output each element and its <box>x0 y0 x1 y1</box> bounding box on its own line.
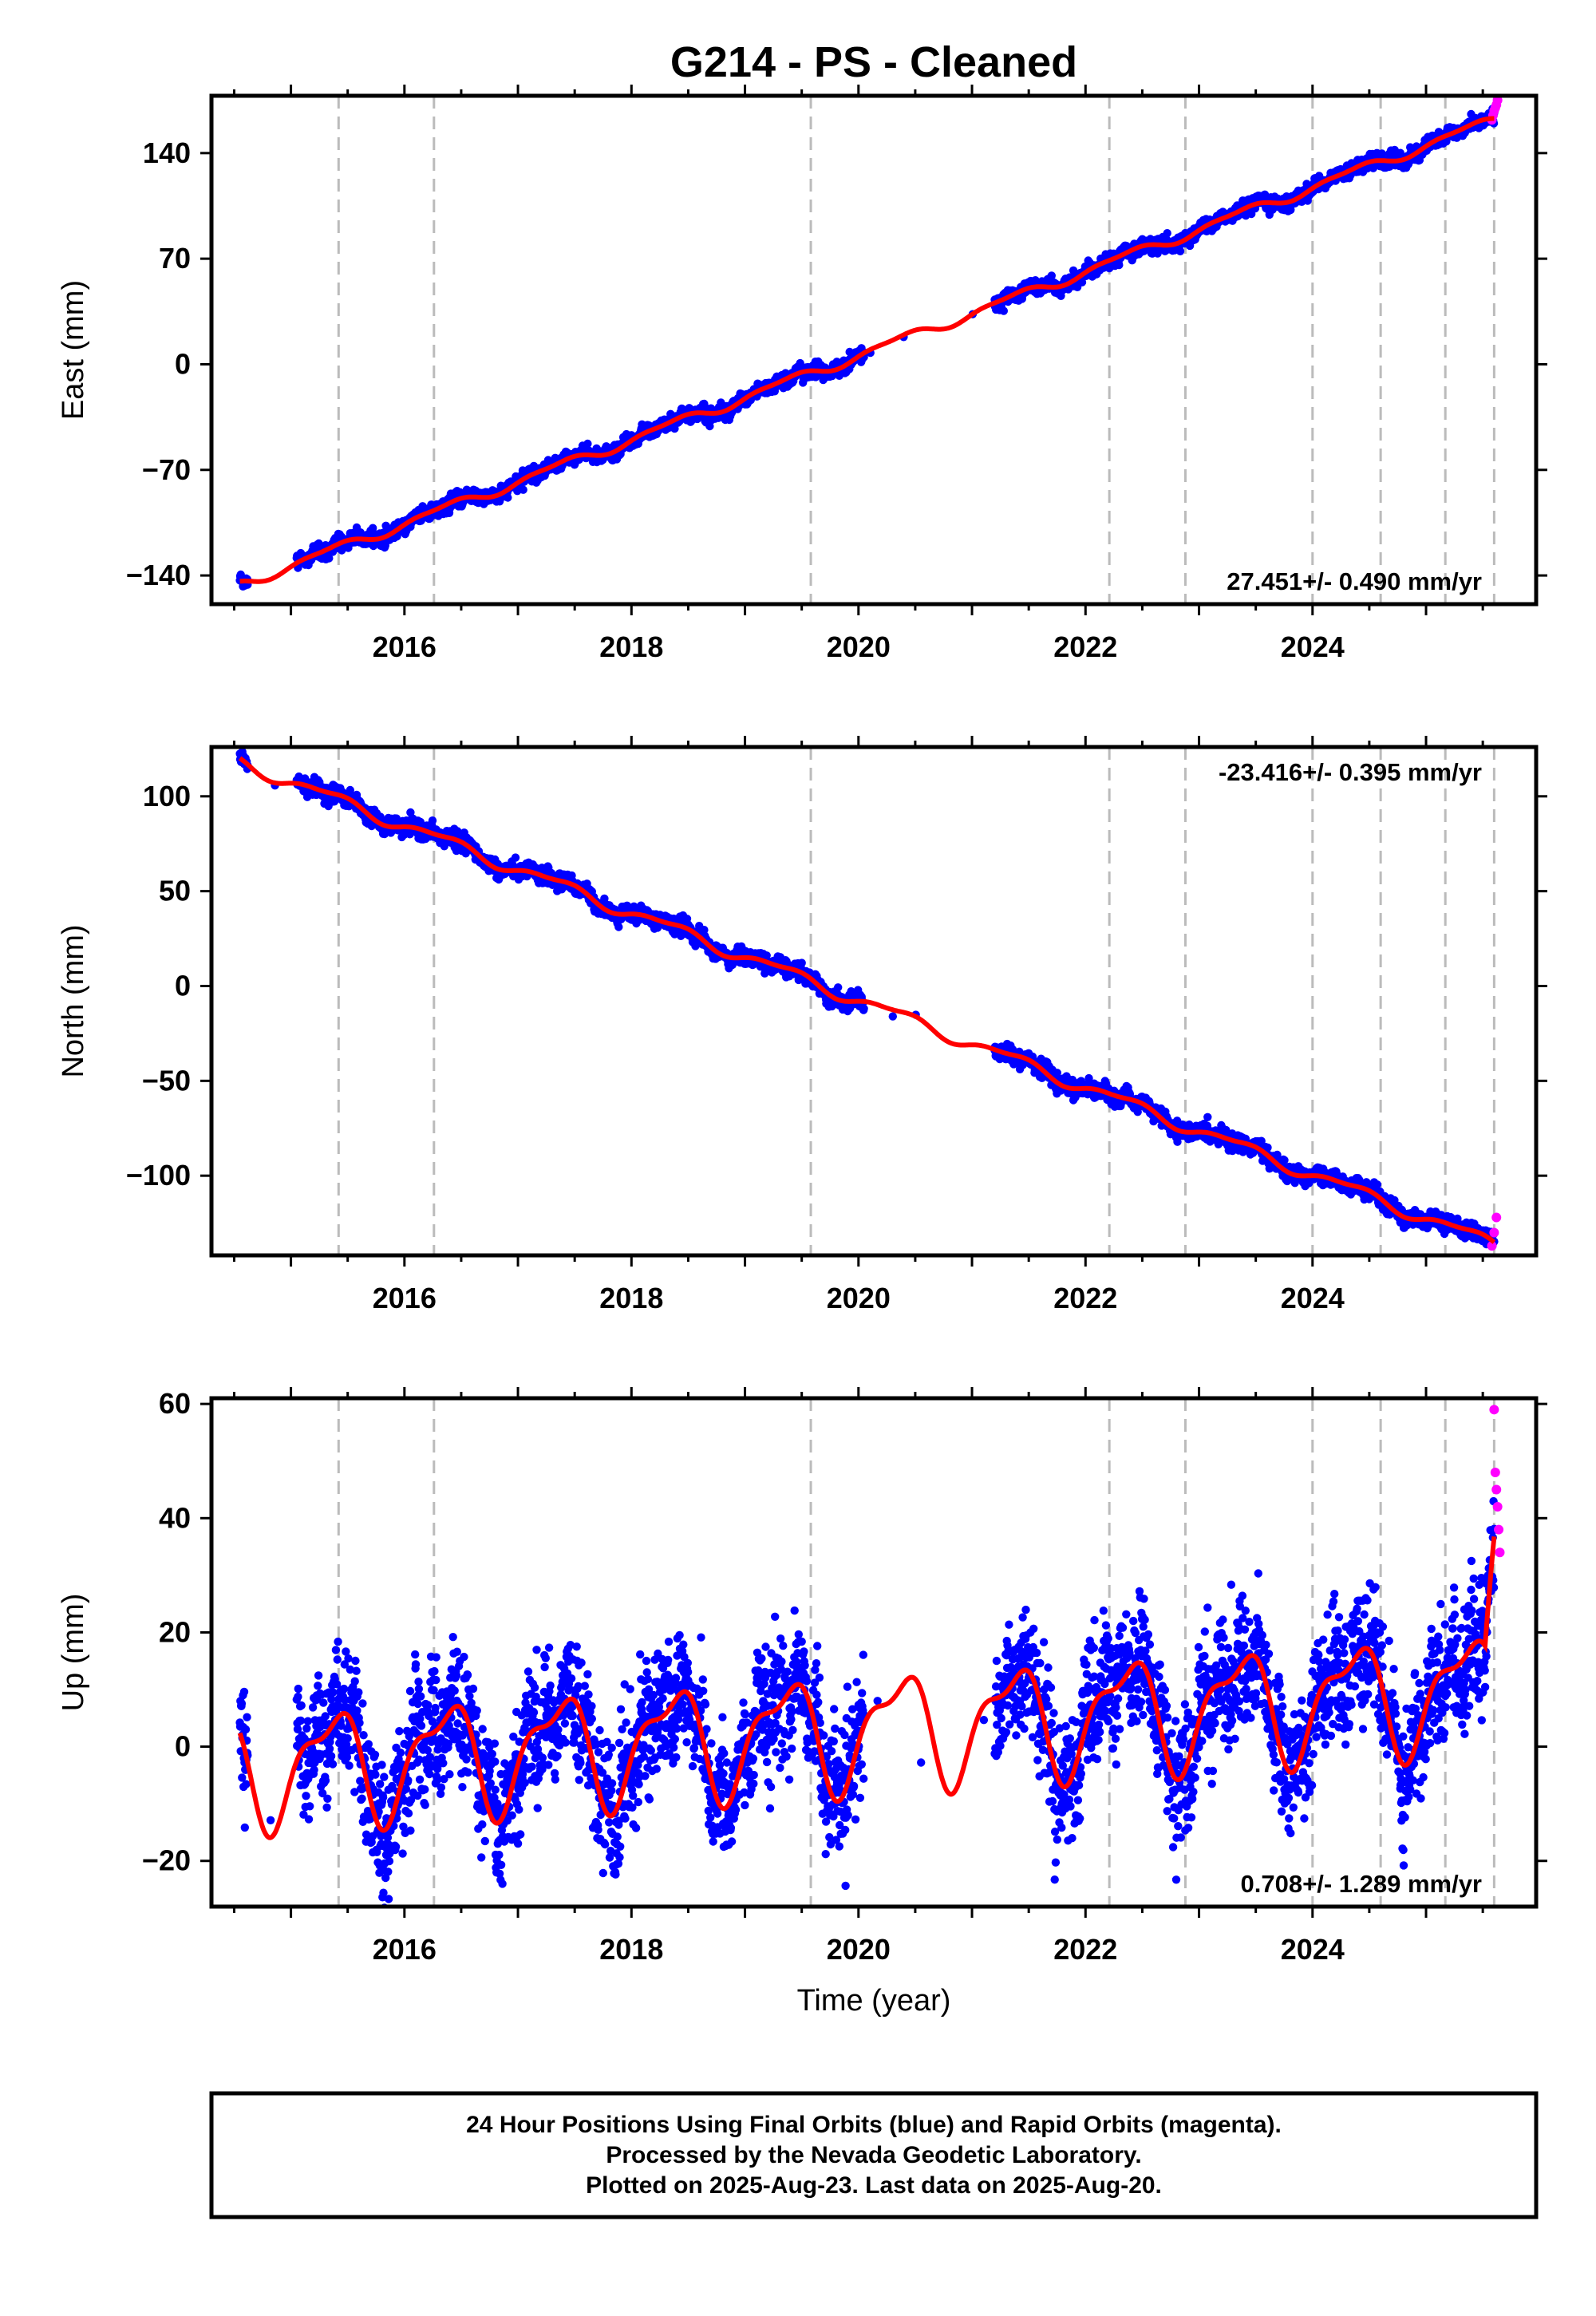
data-point <box>1175 247 1185 255</box>
rapid-point <box>1492 95 1503 105</box>
data-point <box>453 827 462 836</box>
data-point <box>504 493 512 502</box>
chart-title: G214 - PS - Cleaned <box>670 38 1077 86</box>
x-tick-label: 2024 <box>1281 630 1345 663</box>
x-tick-label: 2022 <box>1053 630 1117 663</box>
data-point <box>614 923 623 931</box>
data-point <box>325 554 334 563</box>
data-point <box>1115 260 1124 270</box>
data-point <box>1163 229 1171 238</box>
chart-panel-east: −140 −70 0 70 140 2016 2018 2020 2022 2024 East (m… <box>57 85 1547 663</box>
x-tick-label: 2020 <box>827 630 891 663</box>
data-point <box>999 306 1009 315</box>
data-point <box>1047 271 1057 280</box>
y-tick-label: 0 <box>175 347 191 380</box>
data-point <box>428 816 437 825</box>
y-tick-label: −140 <box>126 559 191 591</box>
data-point <box>519 485 527 494</box>
y-axis-label: East (mm) <box>57 280 90 420</box>
x-tick-label: 2016 <box>373 630 437 663</box>
y-tick-label: 70 <box>159 242 191 275</box>
data-point <box>416 817 425 827</box>
model-fit-curve <box>239 116 1495 584</box>
y-tick-label: −70 <box>142 453 191 486</box>
rate-label: 27.451+/- 0.490 mm/yr <box>1227 567 1482 595</box>
x-tick-label: 2018 <box>599 630 663 663</box>
data-point <box>583 439 592 449</box>
final-orbits-points <box>235 105 1499 591</box>
data-point <box>511 853 520 862</box>
plot-frame <box>209 93 1539 607</box>
y-tick-label: 140 <box>143 136 191 169</box>
